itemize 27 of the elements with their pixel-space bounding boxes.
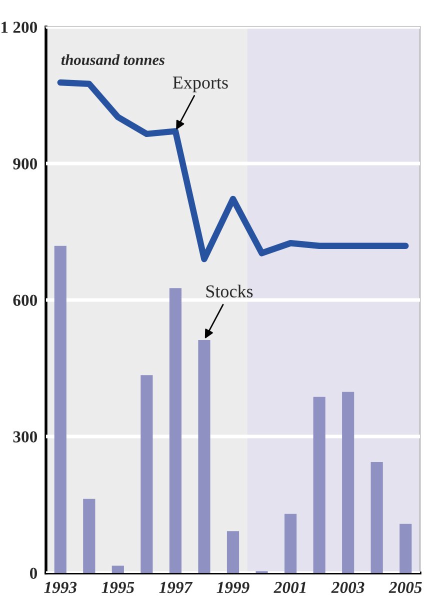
x-tick-label: 1999 [216,582,250,594]
bar [169,288,182,573]
annotation: Stocks [206,284,253,298]
x-tick-label: 2001 [274,582,306,594]
y-tick-label: 600 [13,294,38,306]
x-tick-label: 2003 [331,582,364,594]
y-tick-label: 0 [30,568,38,579]
x-tick-label: 2005 [388,582,422,594]
y-tick-label: 1 200 [2,22,38,33]
x-tick-label: 1993 [44,582,77,594]
bar [112,566,124,573]
annotation: Exports [172,76,228,92]
bar [83,498,96,573]
bar [198,340,210,573]
bar [313,396,326,573]
y-tick-label: 900 [13,158,38,170]
y-tick-label: 300 [13,431,38,442]
bar [54,246,66,573]
annotation: thousand tonnes [61,54,165,66]
bar [342,392,354,573]
bar [400,524,412,573]
x-tick-label: 1995 [102,582,134,594]
x-tick-label: 1997 [159,582,193,594]
bar [284,514,297,573]
bar [370,462,383,573]
bar [140,375,153,573]
bar [226,531,240,573]
